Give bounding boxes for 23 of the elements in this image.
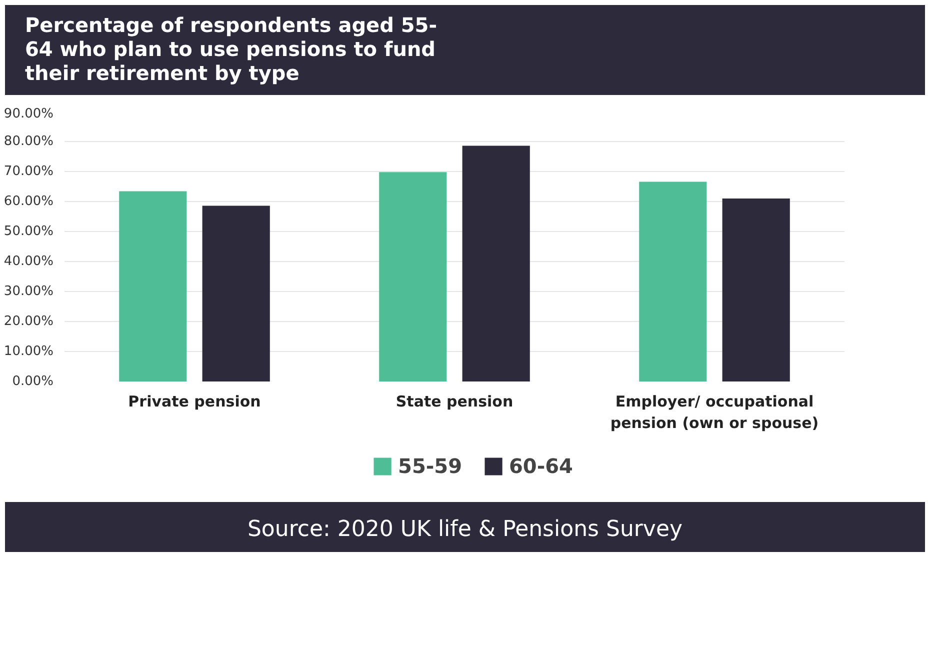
source-note: Source: 2020 UK life & Pensions Survey <box>247 516 683 544</box>
y-tick-label: 30.00% <box>4 284 54 299</box>
y-tick-label: 70.00% <box>4 164 54 179</box>
bar <box>379 172 447 382</box>
bar <box>462 146 530 382</box>
x-tick-label: State pension <box>396 392 514 410</box>
y-tick-label: 60.00% <box>4 194 54 209</box>
y-tick-label: 0.00% <box>12 374 54 389</box>
y-tick-label: 90.00% <box>4 106 54 122</box>
y-tick-label: 80.00% <box>4 134 54 149</box>
y-tick-label: 40.00% <box>4 254 54 269</box>
bar <box>722 198 790 382</box>
legend-label: 60-64 <box>509 454 573 478</box>
legend-label: 55-59 <box>398 454 462 478</box>
bar <box>119 191 187 382</box>
x-tick-label: Employer/ occupational pension (own or spouse) <box>610 392 819 432</box>
bar <box>639 182 707 382</box>
y-tick-label: 50.00% <box>4 224 54 239</box>
chart-title: Percentage of respondents aged 55-64 who plan to use pensions to fund their retirement by type <box>25 13 438 85</box>
y-tick-label: 20.00% <box>4 314 54 329</box>
y-tick-label: 10.00% <box>4 344 54 359</box>
bar <box>202 206 270 382</box>
x-tick-label: Private pension <box>128 392 261 410</box>
